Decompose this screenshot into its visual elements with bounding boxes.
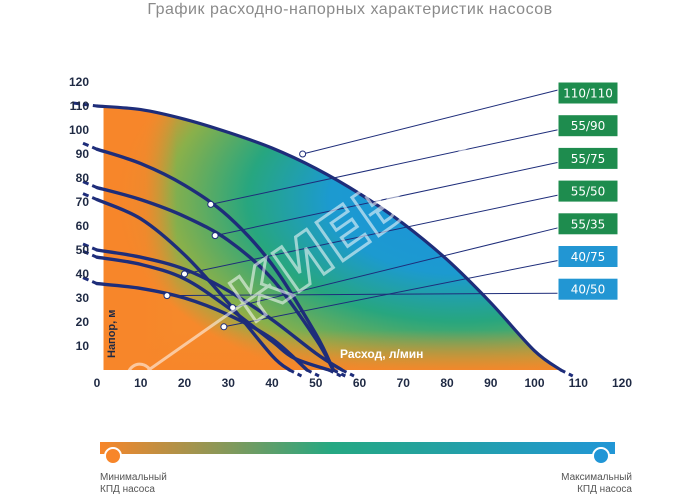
curve-40-75 bbox=[95, 197, 292, 372]
curve-end-40-75 bbox=[288, 368, 303, 378]
legend-badge-110-110: 110/110 bbox=[557, 81, 619, 105]
legend-label-40-50: 40/50 bbox=[571, 283, 606, 297]
y-tick-50: 50 bbox=[76, 243, 90, 257]
legend-badge-55-75: 55/75 bbox=[557, 146, 619, 170]
curve-tail-110-110 bbox=[72, 101, 98, 108]
legend-badge-55-50: 55/50 bbox=[557, 179, 619, 203]
efficiency-scale-bar bbox=[100, 442, 615, 465]
legend-label-55-50: 55/50 bbox=[571, 185, 606, 199]
curve-tail-55-90 bbox=[82, 141, 98, 151]
legend-label-110-110: 110/110 bbox=[563, 87, 613, 101]
curve-55-75 bbox=[95, 185, 335, 372]
legend-label-55-75: 55/75 bbox=[571, 152, 606, 166]
x-tick-50: 50 bbox=[309, 376, 323, 390]
curve-55-50 bbox=[95, 248, 344, 372]
x-tick-10: 10 bbox=[134, 376, 148, 390]
leader-line-40-75 bbox=[223, 260, 559, 328]
curve-55-90 bbox=[95, 147, 335, 372]
marker-55-90 bbox=[207, 200, 215, 208]
max-efficiency-line2: КПД насоса bbox=[577, 484, 632, 495]
y-tick-90: 90 bbox=[76, 147, 90, 161]
legend-label-55-35: 55/35 bbox=[571, 217, 606, 231]
pump-curves bbox=[72, 101, 574, 378]
y-tick-30: 30 bbox=[76, 291, 90, 305]
x-tick-100: 100 bbox=[524, 376, 544, 390]
efficiency-min-marker bbox=[104, 447, 122, 465]
x-tick-40: 40 bbox=[265, 376, 279, 390]
legend-badge-40-75: 40/75 bbox=[557, 245, 619, 268]
legend-label-40-75: 40/75 bbox=[571, 250, 606, 264]
efficiency-max-marker bbox=[592, 447, 610, 465]
leader-line-55-50 bbox=[184, 194, 559, 275]
curve-end-55-50 bbox=[341, 368, 355, 378]
curve-end-40-50 bbox=[306, 368, 320, 378]
axes: 0 10 20 30 40 50 60 70 80 90 100 110 120 10 20 30 40 50 60… bbox=[69, 75, 632, 390]
x-tick-0: 0 bbox=[94, 376, 101, 390]
leader-lines bbox=[166, 89, 559, 328]
y-tick-60: 60 bbox=[76, 219, 90, 233]
x-tick-90: 90 bbox=[484, 376, 498, 390]
legend-badge-55-35: 55/35 bbox=[557, 212, 619, 236]
x-axis-label: Расход, л/мин bbox=[340, 347, 423, 361]
leader-line-55-90 bbox=[210, 129, 559, 205]
curve-end-55-35 bbox=[328, 368, 342, 378]
leader-line-40-50 bbox=[166, 292, 559, 297]
legend-badge-40-50: 40/50 bbox=[557, 277, 619, 301]
chart-title: График расходно-напорных характеристик н… bbox=[147, 1, 553, 18]
x-tick-110: 110 bbox=[569, 376, 589, 390]
marker-55-50 bbox=[181, 270, 188, 278]
min-efficiency-line2: КПД насоса bbox=[100, 484, 155, 495]
curve-110-110 bbox=[95, 104, 563, 372]
curve-end-110-110 bbox=[560, 368, 574, 378]
x-tick-80: 80 bbox=[440, 376, 454, 390]
y-axis-label: Напор, м bbox=[106, 310, 118, 358]
curve-tail-40-75 bbox=[82, 192, 98, 201]
x-tick-70: 70 bbox=[397, 376, 411, 390]
y-tick-120: 120 bbox=[69, 75, 89, 89]
marker-40-50 bbox=[163, 292, 171, 300]
curve-40-50 bbox=[95, 281, 309, 372]
marker-55-75 bbox=[211, 232, 219, 240]
legend-badges: 110/110 55/90 55/75 55/50 55/35 40/75 40/50 bbox=[557, 81, 619, 301]
y-tick-40: 40 bbox=[76, 267, 90, 281]
legend-badge-55-90: 55/90 bbox=[557, 114, 619, 138]
y-tick-70: 70 bbox=[76, 195, 90, 209]
curve-end-55-75 bbox=[332, 368, 346, 378]
marker-110-110 bbox=[299, 150, 307, 158]
max-efficiency-line1: Максимальный bbox=[561, 472, 632, 483]
marker-40-75 bbox=[220, 323, 228, 331]
leader-line-55-35 bbox=[232, 227, 559, 309]
curve-tail-55-50 bbox=[82, 242, 98, 252]
max-efficiency-label: Максимальный КПД насоса bbox=[561, 472, 632, 496]
y-tick-80: 80 bbox=[76, 171, 90, 185]
leader-line-55-75 bbox=[215, 161, 559, 237]
y-tick-110: 110 bbox=[70, 99, 90, 113]
curve-tail-40-50 bbox=[82, 276, 98, 285]
leader-line-110-110 bbox=[302, 89, 559, 155]
legend-label-55-90: 55/90 bbox=[571, 119, 606, 133]
curve-tail-55-75 bbox=[82, 180, 98, 189]
x-tick-120: 120 bbox=[612, 376, 632, 390]
y-tick-10: 10 bbox=[76, 339, 90, 353]
min-efficiency-line1: Минимальный bbox=[100, 472, 167, 483]
x-tick-60: 60 bbox=[353, 376, 367, 390]
y-tick-100: 100 bbox=[69, 123, 89, 137]
y-tick-20: 20 bbox=[76, 315, 90, 329]
curve-tail-55-35 bbox=[82, 249, 98, 259]
x-tick-30: 30 bbox=[222, 376, 236, 390]
x-tick-20: 20 bbox=[178, 376, 192, 390]
min-efficiency-label: Минимальный КПД насоса bbox=[100, 472, 167, 496]
